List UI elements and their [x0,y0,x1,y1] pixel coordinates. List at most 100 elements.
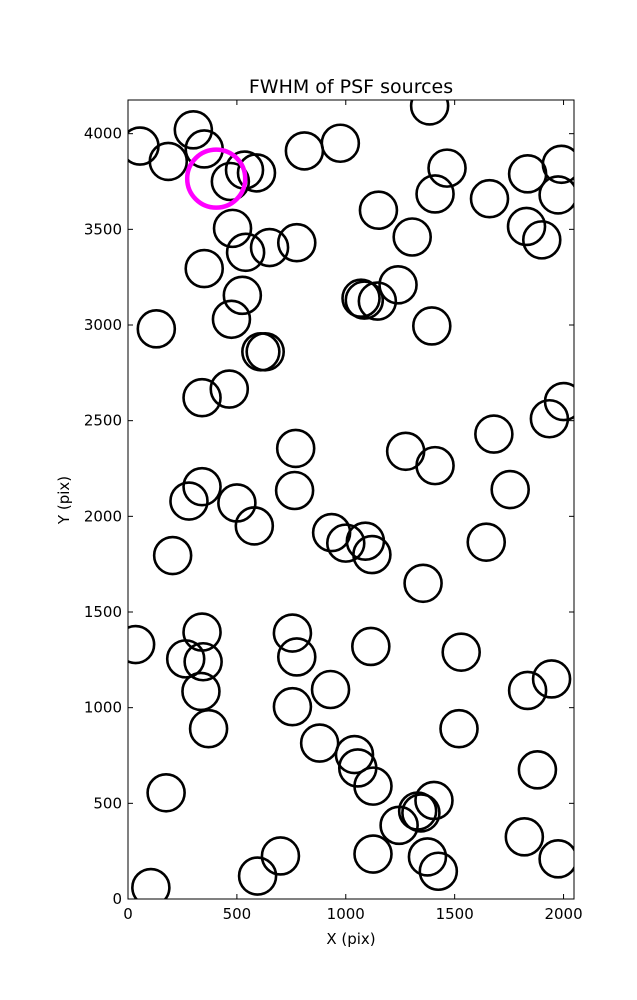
x-tick-label: 1000 [327,905,365,923]
psf-source-marker [272,686,313,727]
psf-source-marker [439,708,479,749]
psf-source-marker [517,750,558,790]
psf-source-marker [209,369,250,409]
y-tick-label: 2500 [84,412,122,430]
psf-source-marker [379,805,419,846]
psf-source-marker [276,222,317,263]
psf-source-marker [538,839,574,879]
psf-source-marker [541,144,574,185]
psf-source-marker [284,131,325,171]
highlighted-source-marker [184,147,248,210]
psf-source-marker [385,431,426,472]
y-tick-label: 500 [93,794,122,812]
psf-source-marker [531,659,572,699]
psf-source-marker [128,126,160,166]
chart-title: FWHM of PSF sources [249,76,453,98]
psf-source-marker [169,481,209,521]
psf-source-marker [245,331,285,372]
psf-source-marker [210,161,251,202]
psf-source-marker [469,178,510,219]
psf-source-marker [411,306,452,346]
psf-source-marker [538,175,574,215]
psf-source-marker [274,470,315,511]
x-axis-label: X (pix) [326,930,375,948]
psf-source-marker [427,148,467,188]
psf-source-marker [234,506,275,546]
plot-frame [127,99,575,900]
psf-source-marker [415,174,455,214]
psf-source-marker [275,428,316,469]
psf-source-marker [353,834,393,874]
psf-source-marker [310,669,351,710]
psf-source-marker [217,483,257,523]
psf-source-marker [225,232,266,273]
x-tick-label: 2000 [544,905,582,923]
psf-source-marker [403,563,443,604]
y-tick-label: 3000 [84,316,122,334]
psf-source-marker [504,817,545,857]
psf-source-marker [173,110,214,150]
y-tick-label: 4000 [84,125,122,143]
psf-source-marker [401,793,441,833]
x-tick-label: 1500 [436,905,474,923]
psf-source-marker [353,766,393,806]
psf-source-marker [184,248,225,289]
psf-source-marker [182,612,222,652]
psf-source-marker [131,867,171,899]
psf-source-marker [237,856,278,896]
psf-source-marker [128,624,156,665]
psf-source-marker [409,100,450,126]
psf-source-marker [325,523,366,563]
psf-source-marker [474,414,514,454]
psf-source-marker [148,141,189,182]
psf-source-marker [344,280,385,320]
psf-source-marker [357,281,398,321]
psf-source-marker [136,309,177,349]
psf-source-marker [414,780,454,821]
psf-source-marker [378,265,418,305]
psf-source-marker [352,534,392,575]
psf-source-marker [415,445,455,486]
psf-source-marker [276,637,317,677]
psf-source-marker [165,639,206,679]
psf-source-marker [181,671,221,712]
psf-source-marker [188,708,229,749]
y-tick-label: 2000 [84,507,122,525]
psf-source-marker [320,123,361,164]
psf-source-marker [222,275,263,316]
psf-source-marker [182,466,222,507]
psf-source-marker [466,522,507,562]
highlight-layer [184,147,248,210]
psf-source-marker [182,377,222,418]
psf-source-marker [418,851,459,892]
psf-source-marker [152,535,193,576]
psf-source-marker [341,278,381,319]
psf-source-marker [299,723,340,763]
y-tick-label: 1000 [84,699,122,717]
x-tick-label: 0 [123,905,133,923]
psf-source-marker [260,836,301,876]
psf-source-marker [183,641,223,682]
psf-source-marker [441,632,481,672]
psf-source-marker [334,734,375,775]
psf-source-marker [211,299,252,340]
psf-source-marker [392,217,432,257]
psf-source-marker [407,837,448,877]
psf-source-marker [236,153,277,193]
ticks: 0 500 1000 1500 2000 0 500 1000 1500 2000 2500 3000… [84,100,583,923]
y-axis-label: Y (pix) [55,476,73,525]
psf-source-marker [358,190,399,231]
y-tick-label: 3500 [84,220,122,238]
axes [127,99,575,900]
y-tick-label: 1500 [84,603,122,621]
y-tick-label: 0 [112,890,122,908]
psf-source-marker [146,773,186,813]
psf-source-marker [490,469,530,510]
psf-source-marker [521,220,562,260]
psf-source-marker [506,206,547,247]
psf-source-marker [351,626,391,667]
psf-source-marker [507,670,548,711]
psf-source-marker [529,398,570,439]
psf-source-marker [212,208,253,249]
